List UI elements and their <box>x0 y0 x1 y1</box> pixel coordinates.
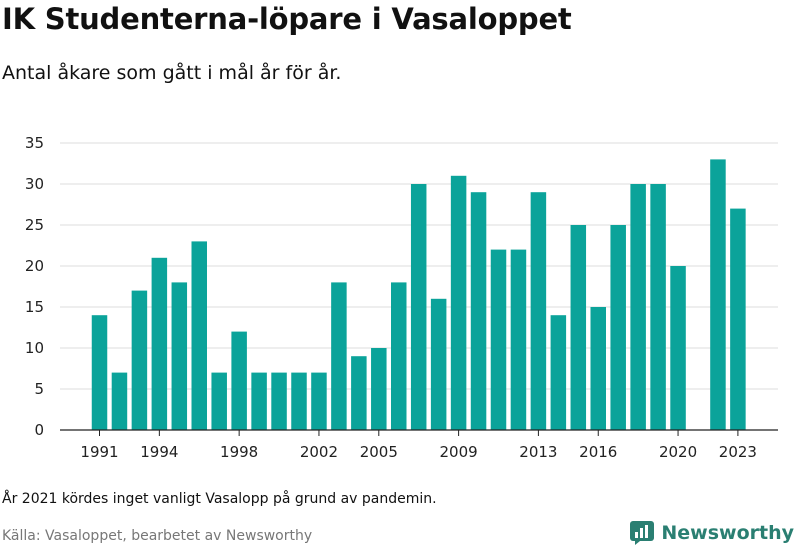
x-axis-ticks: 1991 1994 1998 2002 2005 2009 2013 2016 2020 2023 <box>80 430 757 461</box>
bar-2000 <box>271 372 287 430</box>
x-tick-label: 1998 <box>220 443 258 461</box>
bar-2013 <box>530 192 547 430</box>
bar-2010 <box>470 192 487 430</box>
bar-2004 <box>351 356 367 430</box>
x-tick-label: 2013 <box>519 443 557 461</box>
x-tick-label: 2016 <box>579 443 617 461</box>
x-tick-label: 2023 <box>719 443 757 461</box>
bar-1995 <box>171 282 188 430</box>
y-tick-label: 30 <box>25 175 44 193</box>
y-tick-label: 5 <box>34 380 44 398</box>
bar-2011 <box>490 249 507 430</box>
bar-2018 <box>630 184 646 430</box>
bar-2009 <box>450 175 467 430</box>
x-tick-label: 2020 <box>659 443 697 461</box>
y-tick-label: 35 <box>25 134 44 152</box>
bar-1992 <box>111 372 128 430</box>
y-tick-label: 10 <box>25 339 44 357</box>
bar-2002 <box>311 372 327 430</box>
bar-2014 <box>550 315 567 430</box>
y-tick-label: 25 <box>25 216 44 234</box>
bar-1991 <box>91 315 108 430</box>
y-axis-ticks: 0 5 10 15 20 25 30 35 <box>25 134 44 439</box>
bar-2007 <box>410 184 427 430</box>
bar-1993 <box>131 290 148 430</box>
bar-chart: 0 5 10 15 20 25 30 35 1991 1994 1998 2002 2005 2009 2… <box>25 134 778 461</box>
footnote: År 2021 kördes inget vanligt Vasalopp på… <box>2 491 437 507</box>
x-tick-label: 2009 <box>440 443 478 461</box>
bar-1996 <box>191 241 207 430</box>
chart-title: IK Studenterna-löpare i Vasaloppet <box>2 2 572 36</box>
bar-2016 <box>590 307 606 430</box>
bar-1997 <box>211 372 227 430</box>
bar-2023 <box>730 208 746 430</box>
x-tick-label: 1991 <box>80 443 118 461</box>
bar-2005 <box>371 348 387 430</box>
bar-2015 <box>570 225 587 430</box>
bars <box>91 159 746 430</box>
bar-2019 <box>650 184 666 430</box>
bar-2012 <box>510 249 527 430</box>
y-tick-label: 15 <box>25 298 44 316</box>
source-credit: Källa: Vasaloppet, bearbetet av Newswort… <box>2 528 313 544</box>
y-tick-label: 0 <box>34 421 44 439</box>
x-tick-label: 1994 <box>140 443 178 461</box>
brand-name: Newsworthy <box>661 522 794 544</box>
x-tick-label: 2005 <box>360 443 398 461</box>
bar-2020 <box>670 266 686 430</box>
x-tick-label: 2002 <box>300 443 338 461</box>
newsworthy-logo-icon <box>630 521 655 545</box>
bar-2022 <box>710 159 726 430</box>
bar-2008 <box>430 298 447 430</box>
bar-1999 <box>251 372 267 430</box>
bar-2017 <box>610 225 626 430</box>
bar-2001 <box>291 372 307 430</box>
bar-1994 <box>151 257 168 430</box>
y-tick-label: 20 <box>25 257 44 275</box>
bar-2003 <box>331 282 347 430</box>
bar-1998 <box>231 331 247 430</box>
newsworthy-logo[interactable]: Newsworthy <box>629 520 794 546</box>
bar-2006 <box>391 282 407 430</box>
chart-subtitle: Antal åkare som gått i mål år för år. <box>2 62 342 84</box>
